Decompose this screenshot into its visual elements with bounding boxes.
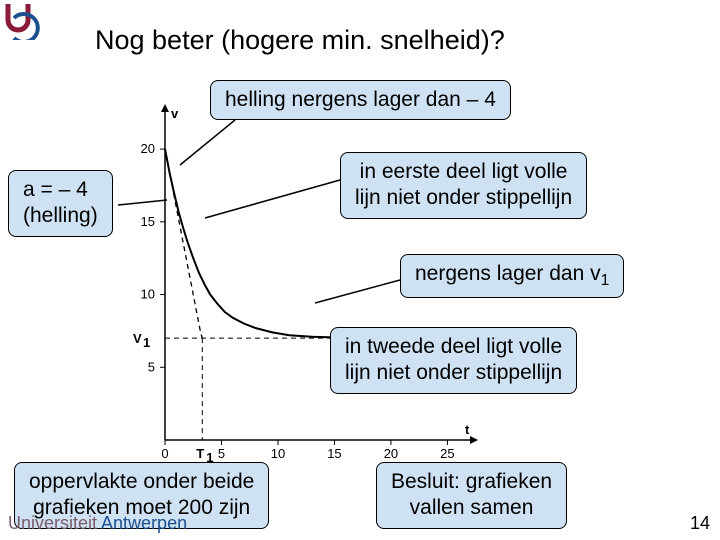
pointer-right2 <box>310 275 405 315</box>
slide-title: Nog beter (hogere min. snelheid)? <box>95 25 505 56</box>
svg-text:t: t <box>465 422 470 437</box>
university-label: Universiteit Antwerpen <box>8 513 187 534</box>
callout-bottom-right: Besluit: grafieken vallen samen <box>376 462 567 529</box>
callout-left: a = – 4 (helling) <box>8 170 113 237</box>
svg-text:20: 20 <box>384 446 398 461</box>
svg-text:10: 10 <box>141 287 155 302</box>
svg-text:5: 5 <box>148 359 155 374</box>
svg-text:T: T <box>196 446 204 461</box>
university-post: Antwerpen <box>97 513 187 533</box>
svg-text:5: 5 <box>218 446 225 461</box>
callout-mid: in tweede deel ligt volle lijn niet onde… <box>330 327 577 394</box>
svg-text:V: V <box>133 331 142 346</box>
university-pre: Universiteit <box>8 513 97 533</box>
svg-text:20: 20 <box>141 141 155 156</box>
svg-text:25: 25 <box>440 446 454 461</box>
pointer-left <box>115 195 175 215</box>
pointer-right1 <box>200 170 345 225</box>
svg-text:1: 1 <box>143 335 150 350</box>
callout-right-2-sub: 1 <box>601 272 610 289</box>
callout-right-2: nergens lager dan v1 <box>400 254 624 298</box>
callout-top: helling nergens lager dan – 4 <box>210 80 511 120</box>
svg-text:15: 15 <box>327 446 341 461</box>
svg-text:15: 15 <box>141 214 155 229</box>
svg-text:0: 0 <box>161 446 168 461</box>
university-logo <box>0 0 40 40</box>
pointer-top <box>175 115 255 175</box>
callout-right-1: in eerste deel ligt volle lijn niet onde… <box>340 152 587 219</box>
svg-text:10: 10 <box>271 446 285 461</box>
callout-right-2-text: nergens lager dan v <box>415 262 601 285</box>
page-number: 14 <box>690 513 710 534</box>
